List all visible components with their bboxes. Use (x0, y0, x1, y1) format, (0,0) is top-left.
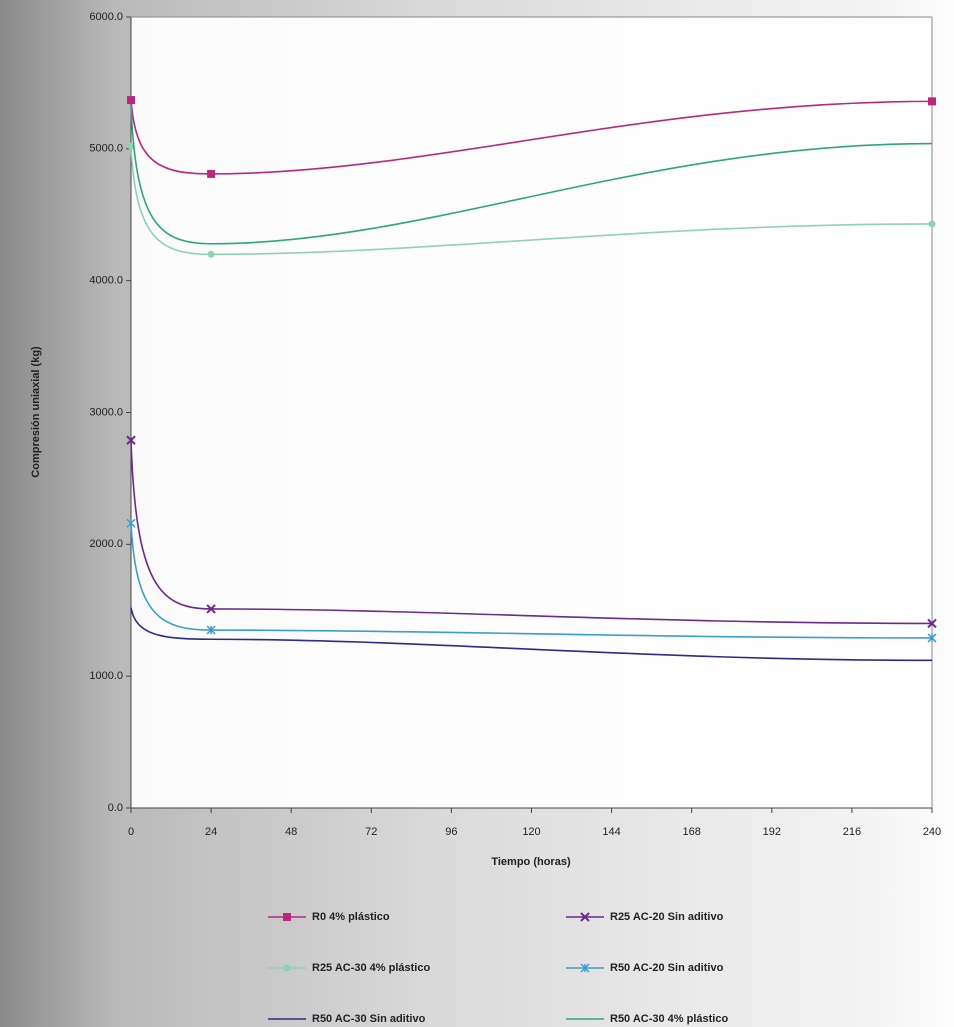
legend-marker (284, 965, 291, 972)
x-tick-label: 0 (128, 826, 134, 838)
legend-item: R50 AC-20 Sin aditivo (566, 962, 724, 974)
legend-label: R50 AC-20 Sin aditivo (610, 962, 724, 974)
x-tick-label: 240 (923, 826, 941, 838)
x-tick-label: 168 (683, 826, 701, 838)
marker (208, 251, 215, 258)
y-tick-label: 0.0 (108, 802, 123, 814)
legend-label: R50 AC-30 Sin aditivo (312, 1013, 426, 1025)
plot-area (131, 17, 932, 808)
y-axis-label: Compresión uniaxial (kg) (30, 346, 42, 478)
y-tick-label: 5000.0 (89, 143, 123, 155)
x-tick-label: 96 (445, 826, 457, 838)
marker (207, 170, 215, 178)
y-tick-label: 4000.0 (89, 275, 123, 287)
marker (127, 96, 135, 104)
x-tick-label: 192 (763, 826, 781, 838)
x-tick-label: 72 (365, 826, 377, 838)
x-tick-label: 144 (602, 826, 620, 838)
y-tick-label: 2000.0 (89, 538, 123, 550)
x-axis-label: Tiempo (horas) (491, 856, 571, 868)
legend-marker (283, 913, 291, 921)
y-tick-label: 1000.0 (89, 670, 123, 682)
y-tick-label: 3000.0 (89, 406, 123, 418)
legend-label: R0 4% plástico (312, 911, 390, 923)
legend-label: R50 AC-30 4% plástico (610, 1013, 728, 1025)
x-tick-label: 48 (285, 826, 297, 838)
legend-item: R50 AC-30 4% plástico (566, 1013, 728, 1025)
chart: Tiempo (horas) Compresión uniaxial (kg) … (0, 0, 954, 1027)
x-tick-label: 120 (522, 826, 540, 838)
x-tick-label: 216 (843, 826, 861, 838)
page: Tiempo (horas) Compresión uniaxial (kg) … (0, 0, 954, 1027)
legend-item: R0 4% plástico (268, 911, 390, 923)
legend-label: R25 AC-30 4% plástico (312, 962, 430, 974)
marker (929, 220, 936, 227)
legend-item: R25 AC-30 4% plástico (268, 962, 430, 974)
y-tick-label: 6000.0 (89, 11, 123, 23)
marker (928, 97, 936, 105)
x-tick-label: 24 (205, 826, 217, 838)
legend-item: R50 AC-30 Sin aditivo (268, 1013, 426, 1025)
legend-label: R25 AC-20 Sin aditivo (610, 911, 724, 923)
legend-item: R25 AC-20 Sin aditivo (566, 911, 724, 923)
